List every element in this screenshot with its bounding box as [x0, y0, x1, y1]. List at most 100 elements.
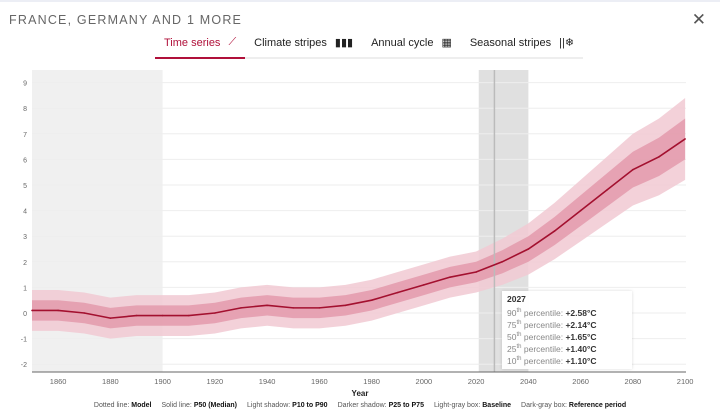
y-tick-label: 0 — [23, 311, 27, 318]
median-point — [579, 209, 582, 212]
x-axis-label: Year — [351, 389, 369, 398]
legend-value: P50 (Median) — [193, 402, 237, 409]
view-tabs: Time series ⟋ Climate stripes ▮▮▮ Annual c… — [155, 30, 584, 59]
tab-climate-stripes[interactable]: Climate stripes ▮▮▮ — [245, 30, 363, 59]
tooltip: 2027 90th percentile: +2.58°C 75th percen… — [502, 291, 632, 369]
median-point — [605, 189, 608, 191]
ordinal: th — [516, 344, 522, 351]
percentile: 10 — [507, 356, 517, 366]
median-point — [396, 291, 399, 294]
ordinal: th — [516, 308, 522, 315]
label: percentile: — [523, 308, 564, 318]
legend-key: Dark-gray box: — [521, 402, 567, 409]
y-tick-label: 6 — [23, 157, 27, 164]
ordinal: th — [516, 332, 522, 339]
percentile: 75 — [507, 320, 517, 330]
y-tick-label: 5 — [23, 183, 27, 190]
value: +1.40°C — [565, 344, 597, 354]
tooltip-row: 25th percentile: +1.40°C — [507, 343, 627, 355]
legend-value: P10 to P90 — [292, 402, 328, 409]
median-point — [318, 307, 321, 309]
legend-item: Light shadow: P10 to P90 — [247, 402, 328, 409]
percentile: 90 — [507, 308, 517, 318]
page-title: FRANCE, GERMANY AND 1 MORE — [9, 13, 243, 27]
median-point — [344, 304, 347, 307]
x-tick-label: 2000 — [416, 377, 433, 386]
y-tick-label: 9 — [23, 81, 27, 88]
label: percentile: — [523, 344, 564, 354]
x-tick-label: 2020 — [468, 377, 485, 386]
median-point — [161, 314, 164, 317]
close-icon[interactable]: ✕ — [691, 10, 706, 29]
legend-value: Model — [131, 402, 152, 409]
legend-value: P25 to P75 — [388, 402, 424, 409]
tooltip-row: 50th percentile: +1.65°C — [507, 331, 627, 343]
legend-value: Baseline — [482, 402, 512, 409]
median-point — [292, 307, 295, 309]
x-tick-label: 1960 — [311, 377, 328, 386]
median-point — [684, 138, 686, 140]
median-point — [658, 156, 660, 158]
x-tick-label: 1880 — [102, 377, 119, 386]
median-point — [501, 261, 504, 263]
y-tick-label: 7 — [23, 132, 27, 139]
tooltip-row: 90th percentile: +2.58°C — [507, 307, 627, 319]
x-tick-label: 2080 — [625, 377, 642, 386]
y-tick-label: 4 — [23, 209, 27, 216]
x-tick-label: 1980 — [363, 377, 380, 386]
value: +1.65°C — [565, 332, 597, 342]
x-tick-label: 1920 — [207, 377, 224, 386]
percentile: 50 — [507, 332, 517, 342]
tooltip-row: 75th percentile: +2.14°C — [507, 319, 627, 331]
tab-annual-cycle[interactable]: Annual cycle ▦ — [362, 30, 461, 59]
tooltip-row: 10th percentile: +1.10°C — [507, 355, 627, 367]
x-tick-label: 1860 — [50, 377, 67, 386]
median-line — [32, 138, 686, 319]
legend: Dotted line: Model Solid line: P50 (Media… — [0, 402, 720, 409]
x-tick-label: 2040 — [520, 377, 537, 386]
y-tick-label: -1 — [21, 337, 27, 344]
median-point — [214, 312, 216, 314]
y-tick-label: 8 — [23, 106, 27, 113]
label: percentile: — [523, 320, 564, 330]
calendar-icon: ▦ — [441, 37, 452, 49]
tab-label: Seasonal stripes — [469, 36, 552, 49]
legend-key: Solid line: — [161, 402, 192, 409]
x-tick-label: 1900 — [154, 377, 171, 386]
median-point — [449, 276, 451, 278]
tab-time-series[interactable]: Time series ⟋ — [155, 30, 246, 59]
line-chart-icon: ⟋ — [228, 36, 237, 48]
stripes-icon: ▮▮▮ — [334, 37, 354, 49]
top-border — [0, 0, 720, 2]
percentile: 25 — [507, 344, 517, 354]
median-point — [109, 317, 112, 319]
legend-value: Reference period — [568, 402, 627, 409]
tab-label: Annual cycle — [371, 36, 434, 49]
time-series-chart[interactable]: -2 -1 0 1 2 3 4 5 6 7 8 9 1860 1880 1900 1920 1940 1960 19… — [0, 0, 720, 390]
median-point — [527, 248, 530, 250]
value: +1.10°C — [565, 356, 597, 366]
legend-item: Darker shadow: P25 to P75 — [338, 402, 424, 409]
legend-item: Dotted line: Model — [94, 402, 152, 409]
median-point — [187, 314, 190, 317]
p25-p75-band — [32, 118, 686, 329]
legend-item: Dark-gray box: Reference period — [521, 402, 626, 409]
median-point — [83, 312, 86, 314]
value: +2.14°C — [565, 320, 597, 330]
y-tick-label: 1 — [23, 285, 27, 292]
tab-seasonal-stripes[interactable]: Seasonal stripes ||❄ — [460, 30, 584, 59]
x-tick-label: 2100 — [677, 377, 694, 386]
median-point — [135, 314, 138, 317]
legend-key: Dotted line: — [93, 402, 130, 409]
tab-label: Climate stripes — [254, 36, 327, 49]
y-tick-label: 2 — [23, 260, 27, 267]
median-point — [240, 307, 242, 309]
legend-key: Light shadow: — [247, 402, 291, 409]
median-point — [423, 284, 425, 286]
median-point — [632, 168, 634, 171]
y-tick-label: -2 — [21, 362, 27, 369]
legend-item: Solid line: P50 (Median) — [162, 402, 238, 409]
label: percentile: — [523, 356, 564, 366]
value: +2.58°C — [565, 308, 597, 318]
ordinal: th — [516, 356, 522, 363]
